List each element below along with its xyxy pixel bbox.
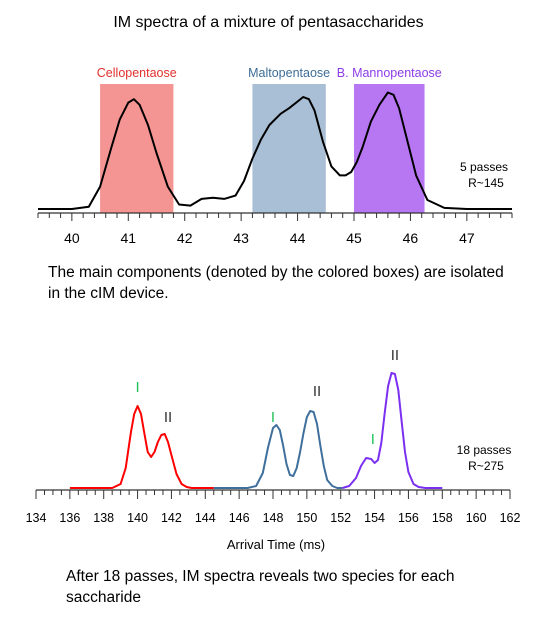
chart-im-5-passes: Cellopentaose Maltopentaose B. Mannopentao…	[37, 66, 513, 246]
passes-label: 5 passes	[460, 160, 508, 174]
tick-label: 43	[233, 230, 249, 246]
highlight-box	[252, 84, 326, 213]
box-label: Cellopentaose	[97, 66, 177, 80]
species-label: II	[391, 347, 399, 364]
tick-label: 144	[195, 511, 216, 525]
tick-label: 142	[161, 511, 182, 525]
tick-label: 42	[177, 230, 193, 246]
species-label: I	[371, 431, 375, 448]
species-label: I	[271, 409, 275, 426]
tick-label: 152	[330, 511, 351, 525]
tick-label: 150	[296, 511, 317, 525]
spectrum-line	[69, 405, 214, 489]
tick-label: 154	[364, 511, 385, 525]
spectrum-line	[213, 410, 343, 489]
highlight-box	[354, 84, 425, 213]
tick-label: 44	[290, 230, 306, 246]
species-label: II	[313, 383, 321, 400]
tick-label: 160	[466, 511, 487, 525]
species-label: I	[135, 379, 139, 396]
caption-bottom: After 18 passes, IM spectra reveals two …	[66, 568, 455, 606]
box-label: B. Mannopentaose	[337, 66, 442, 80]
spectrum-line	[342, 372, 443, 489]
tick-label: 138	[93, 511, 114, 525]
tick-label: 156	[398, 511, 419, 525]
tick-label: 47	[459, 230, 475, 246]
tick-label: 148	[263, 511, 284, 525]
tick-label: 146	[229, 511, 250, 525]
passes-label: 18 passes	[457, 443, 512, 457]
highlight-box	[100, 84, 174, 213]
resolution-label: R~275	[468, 459, 504, 473]
page-title: IM spectra of a mixture of pentasacchari…	[113, 14, 424, 31]
tick-label: 140	[127, 511, 148, 525]
x-axis-title: Arrival Time (ms)	[227, 537, 325, 552]
tick-label: 46	[403, 230, 419, 246]
tick-label: 136	[59, 511, 80, 525]
tick-label: 45	[346, 230, 362, 246]
caption-top: The main components (denoted by the colo…	[48, 264, 504, 302]
tick-label: 41	[120, 230, 136, 246]
tick-label: 134	[26, 511, 47, 525]
species-label: II	[164, 409, 172, 426]
spectrum-line	[38, 91, 512, 210]
tick-label: 162	[500, 511, 521, 525]
tick-label: 158	[432, 511, 453, 525]
tick-label: 40	[64, 230, 80, 246]
box-label: Maltopentaose	[248, 66, 330, 80]
resolution-label: R~145	[468, 176, 504, 190]
